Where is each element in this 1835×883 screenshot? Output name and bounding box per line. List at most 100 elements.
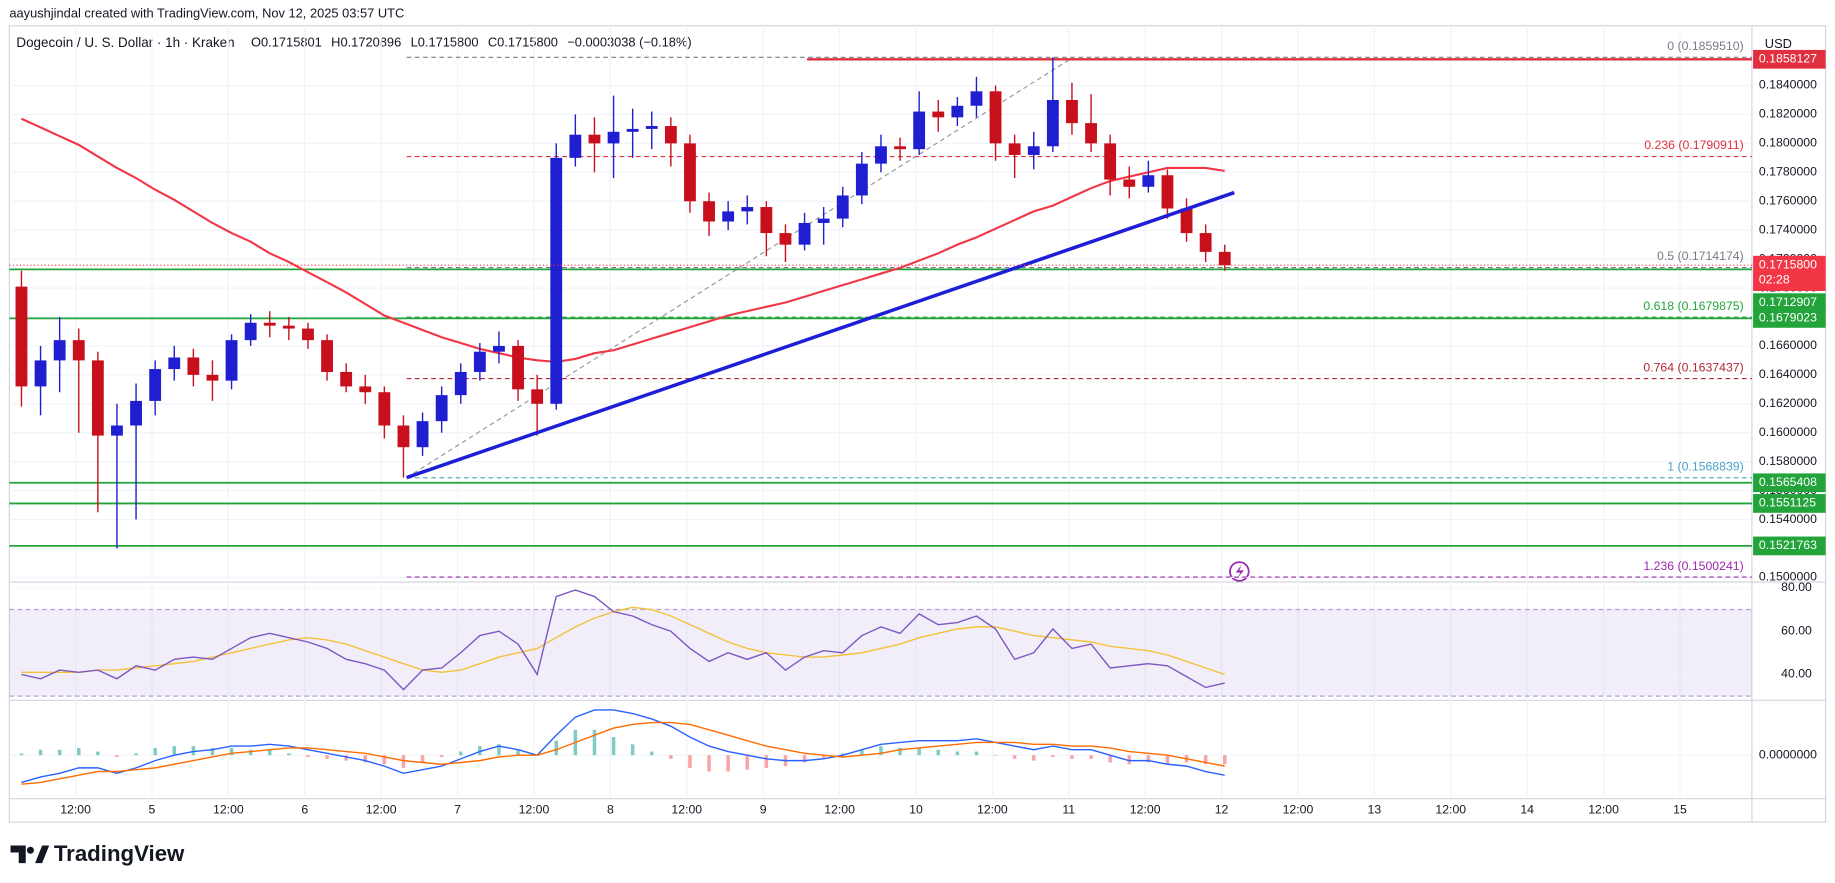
macd-histogram — [38, 749, 43, 756]
rsi-band — [9, 609, 1752, 697]
candle-body — [1199, 233, 1212, 252]
x-tick-label: 12:00 — [366, 803, 397, 817]
ohlc-value: O0.1715801 — [251, 35, 322, 50]
macd-histogram — [955, 751, 960, 756]
candle-body — [1180, 208, 1193, 234]
candle-body — [855, 163, 868, 196]
countdown: 02:28 — [1759, 273, 1790, 287]
macd-histogram — [96, 751, 100, 756]
x-tick-label: 13 — [1368, 803, 1382, 817]
macd-histogram — [840, 753, 845, 756]
macd-histogram — [726, 755, 730, 772]
candle-body — [531, 389, 544, 404]
macd-histogram — [19, 753, 24, 756]
macd-histogram — [306, 755, 310, 758]
y-tick-label: 0.1600000 — [1759, 425, 1817, 439]
macd-histogram — [688, 755, 692, 768]
macd-histogram — [745, 755, 750, 770]
candle-body — [722, 211, 735, 222]
x-tick-label: 12 — [1215, 803, 1229, 817]
x-tick-label: 11 — [1062, 803, 1075, 817]
macd-histogram — [516, 749, 520, 756]
support-tag-label: 0.1679023 — [1759, 311, 1817, 325]
candle-body — [798, 222, 811, 245]
fib-label: 0.618 (0.1679875) — [1643, 299, 1743, 313]
y-tick-label: 0.1660000 — [1759, 338, 1817, 352]
macd-histogram — [172, 746, 177, 756]
y-tick-label: 0.1760000 — [1759, 193, 1817, 207]
candle-body — [684, 143, 696, 202]
candle-body — [1142, 175, 1155, 187]
x-tick-label: 10 — [909, 803, 923, 817]
x-tick-label: 12:00 — [519, 803, 550, 817]
ohlc-value: −0.0003038 (−0.18%) — [567, 35, 691, 50]
macd-histogram — [363, 755, 368, 763]
candle-body — [493, 345, 505, 352]
candle-body — [645, 126, 658, 129]
macd-histogram — [554, 740, 559, 756]
fib-label: 0 (0.1859510) — [1667, 39, 1743, 53]
macd-histogram — [936, 749, 941, 756]
candle-body — [1161, 175, 1174, 209]
y-tick-label: 0.1620000 — [1759, 396, 1817, 410]
candle-body — [111, 425, 123, 436]
resistance-tag-label: 0.1858127 — [1759, 52, 1817, 66]
macd-histogram — [478, 746, 482, 756]
candle-body — [1104, 143, 1117, 180]
candle-body — [72, 340, 85, 361]
macd-histogram — [974, 751, 979, 756]
symbol: Dogecoin / U. S. Dollar · 1h · Kraken — [16, 35, 234, 50]
candle-body — [875, 146, 887, 164]
macd-histogram — [268, 749, 272, 756]
macd-histogram — [1165, 755, 1170, 765]
macd-line — [21, 709, 1225, 784]
x-tick-label: 6 — [301, 803, 308, 817]
macd-histogram — [707, 755, 711, 772]
macd-histogram — [1089, 755, 1093, 759]
support-tag — [1753, 494, 1826, 513]
macd-histogram — [917, 747, 921, 756]
candle-body — [703, 201, 715, 222]
resistance-tag — [1753, 49, 1826, 69]
macd-histogram — [1222, 755, 1227, 765]
candle-body — [340, 371, 353, 387]
x-tick-label: 12:00 — [977, 803, 1008, 817]
rsi-line — [21, 589, 1225, 691]
candle-body — [626, 128, 639, 132]
candle-body — [569, 134, 582, 158]
macd-histogram — [1051, 755, 1055, 758]
last-price-tag — [1753, 255, 1826, 291]
candle-body — [989, 91, 1002, 144]
macd-histogram — [860, 749, 864, 756]
y-tick-label: 0.1740000 — [1759, 222, 1817, 236]
x-tick-label: 14 — [1520, 803, 1534, 817]
y-tick-label: 60.00 — [1781, 623, 1812, 637]
x-tick-label: 12:00 — [1130, 803, 1161, 817]
support-tag-label: 0.1551125 — [1759, 496, 1816, 510]
fib-label: 1 (0.1568839) — [1667, 460, 1743, 474]
x-tick-label: 12:00 — [671, 803, 702, 817]
macd-histogram — [191, 746, 196, 756]
y-tick-label: 0.1580000 — [1759, 454, 1817, 468]
candle-body — [1218, 251, 1231, 266]
candle-body — [244, 322, 257, 341]
macd-histogram — [153, 747, 157, 756]
macd-histogram — [115, 755, 119, 758]
x-tick-label: 12:00 — [213, 803, 244, 817]
macd-histogram — [1031, 755, 1036, 761]
candle-body — [970, 91, 983, 106]
candle-body — [550, 157, 563, 404]
candle-body — [435, 395, 448, 422]
macd-histogram — [898, 747, 902, 756]
macd-histogram — [1012, 755, 1017, 759]
candle-body — [664, 126, 677, 144]
macd-histogram — [401, 755, 406, 768]
candle-body — [321, 340, 333, 372]
y-tick-label: 0.1780000 — [1759, 165, 1817, 179]
candle-body — [779, 233, 792, 245]
candle-body — [34, 360, 47, 387]
candle-body — [15, 286, 28, 387]
y-tick-label: 40.00 — [1781, 667, 1812, 681]
macd-histogram — [764, 755, 769, 768]
macd-histogram — [821, 755, 826, 759]
